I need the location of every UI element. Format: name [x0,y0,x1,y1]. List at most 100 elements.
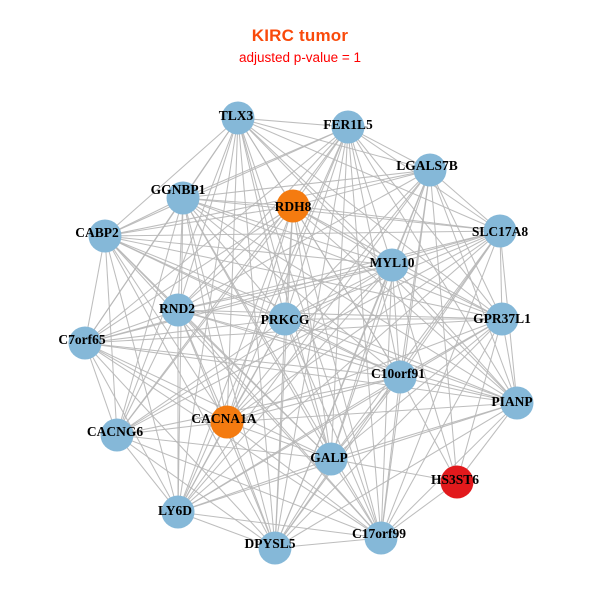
graph-edge [284,126,349,320]
graph-edge [274,318,286,549]
graph-edge [116,318,286,436]
graph-edge [330,458,458,483]
node-label: HS3ST6 [431,472,479,487]
graph-edge [182,197,393,266]
node-circle[interactable] [210,405,244,439]
graph-edge [391,264,518,404]
node-circle[interactable] [88,219,122,253]
graph-edge [177,511,382,539]
graph-edge [104,235,503,320]
graph-node-pianp[interactable]: PIANP [491,386,534,420]
graph-edge [104,117,239,237]
graph-edge [104,235,401,378]
node-label: LY6D [158,503,192,518]
node-circle[interactable] [500,386,534,420]
node-circle[interactable] [383,360,417,394]
graph-edge [237,117,349,128]
graph-edge [84,342,228,423]
graph-edge [274,402,518,549]
graph-node-cacna1a[interactable]: CACNA1A [191,405,257,439]
graph-node-rnd2[interactable]: RND2 [159,293,195,327]
graph-edge [177,117,239,311]
node-circle[interactable] [375,248,409,282]
graph-edge [347,126,393,266]
graph-edge [84,342,332,460]
graph-edge [292,205,501,232]
graph-edge [84,342,401,378]
node-label: GPR37L1 [473,311,531,326]
graph-node-ly6d[interactable]: LY6D [158,495,195,529]
graph-edge [116,434,276,549]
node-circle[interactable] [166,181,200,215]
graph-node-ggnbp1[interactable]: GGNBP1 [151,181,206,215]
graph-edge [182,197,518,404]
graph-edge [104,230,501,237]
graph-edge [274,537,382,549]
node-circle[interactable] [440,465,474,499]
graph-node-c17orf99[interactable]: C17orf99 [352,521,406,555]
graph-edge [284,318,382,539]
graph-node-galp[interactable]: GALP [310,442,348,476]
graph-edge [116,117,239,436]
chart-subtitle: adjusted p-value = 1 [239,50,361,65]
graph-edge [104,169,431,237]
graph-edge [226,205,294,423]
graph-node-dpysl5[interactable]: DPYSL5 [244,531,296,565]
graph-node-tlx3[interactable]: TLX3 [219,101,255,135]
graph-node-slc17a8[interactable]: SLC17A8 [472,214,529,248]
graph-edge [177,511,276,549]
graph-node-myl10[interactable]: MYL10 [370,248,415,282]
graph-edge [380,376,401,539]
graph-edge [182,197,294,207]
node-circle[interactable] [331,110,365,144]
graph-edge [274,126,349,549]
node-circle[interactable] [268,302,302,336]
graph-edge [84,197,184,344]
node-circle[interactable] [68,326,102,360]
node-circle[interactable] [314,442,348,476]
node-circle[interactable] [100,418,134,452]
node-circle[interactable] [413,153,447,187]
node-circle[interactable] [483,214,517,248]
graph-edge [104,126,349,237]
graph-node-cabp2[interactable]: CABP2 [75,219,122,253]
graph-edge [177,169,431,513]
graph-edge [116,205,294,436]
graph-node-hs3st6[interactable]: HS3ST6 [431,465,479,499]
node-label: PIANP [491,394,532,409]
node-label: SLC17A8 [472,224,529,239]
graph-edge [116,230,501,436]
edge-layer [84,117,518,549]
graph-node-lgals7b[interactable]: LGALS7B [396,153,458,187]
node-circle[interactable] [221,101,255,135]
node-circle[interactable] [485,302,519,336]
graph-edge [429,169,458,483]
graph-node-cacng6[interactable]: CACNG6 [87,418,143,452]
node-label: FER1L5 [323,117,373,132]
graph-edge [226,421,332,460]
node-circle[interactable] [161,293,195,327]
graph-node-gpr37l1[interactable]: GPR37L1 [473,302,531,336]
graph-edge [284,264,393,320]
graph-node-rdh8[interactable]: RDH8 [275,189,312,223]
node-circle[interactable] [161,495,195,529]
graph-edge [391,264,458,483]
graph-edge [292,205,382,539]
node-label: MYL10 [370,255,415,270]
graph-edge [391,264,401,378]
graph-node-prkcg[interactable]: PRKCG [261,302,310,336]
node-circle[interactable] [258,531,292,565]
graph-node-fer1l5[interactable]: FER1L5 [323,110,373,144]
graph-node-c10orf91[interactable]: C10orf91 [371,360,425,394]
node-circle[interactable] [276,189,310,223]
graph-edge [226,169,431,423]
graph-edge [330,264,393,460]
graph-edge [84,342,382,539]
graph-node-c7orf65[interactable]: C7orf65 [58,326,106,360]
node-circle[interactable] [364,521,398,555]
graph-edge [84,342,276,549]
node-label: C17orf99 [352,526,406,541]
graph-edge [237,117,503,320]
graph-edge [274,318,503,549]
graph-edge [116,421,228,436]
